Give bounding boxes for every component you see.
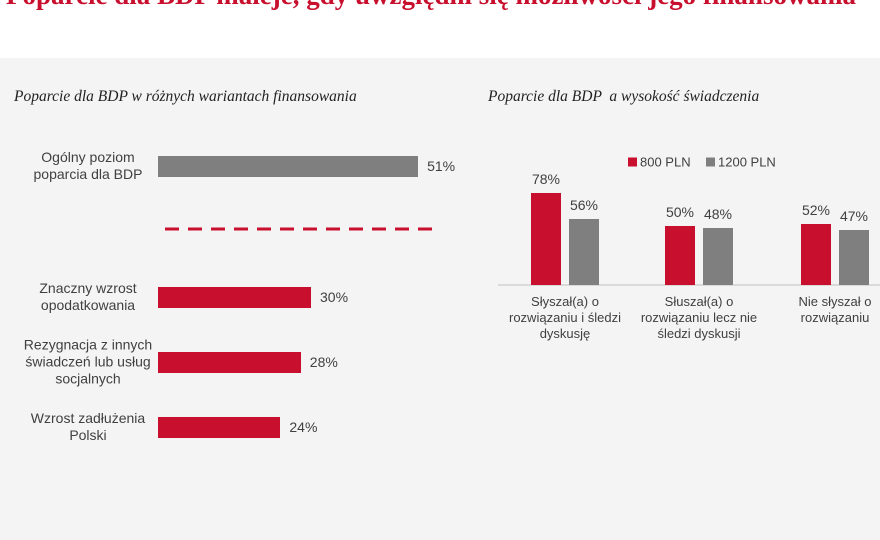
- category-label: Słyszał(a) o rozwiązaniu i śledzi dyskus…: [509, 294, 621, 341]
- value-label: 52%: [801, 201, 831, 218]
- value-label: 51%: [427, 158, 456, 174]
- chart-title: Poparcie dla BDP w różnych wariantach fi…: [14, 88, 357, 105]
- bar: [665, 226, 695, 285]
- legend-swatch: [628, 157, 637, 167]
- value-label: 48%: [703, 206, 733, 223]
- bar: [531, 192, 561, 285]
- value-label: 50%: [665, 204, 695, 220]
- category-label: Ogólny poziom poparcia dla BDP: [33, 149, 143, 182]
- category-label: Rezygnacja z innych świadczeń lub usług …: [23, 336, 153, 387]
- bar: [158, 416, 281, 438]
- bar: [569, 218, 599, 285]
- legend-swatch: [706, 157, 715, 167]
- category-label: Wzrost zadłużenia Polski: [30, 410, 146, 443]
- legend-label: 800 PLN: [640, 154, 691, 170]
- category-label: Znaczny wzrost opodatkowania: [39, 280, 137, 313]
- header-band: [0, 0, 880, 58]
- bar: [839, 229, 869, 285]
- bar: [158, 155, 419, 177]
- category-label: Słuszał(a) o rozwiązaniu lecz nie śledzi…: [640, 294, 758, 341]
- value-label: 24%: [289, 419, 318, 435]
- legend-label: 1200 PLN: [718, 154, 776, 170]
- value-label: 28%: [309, 354, 338, 370]
- bar: [158, 286, 311, 308]
- bar: [703, 228, 733, 285]
- value-label: 30%: [320, 289, 349, 305]
- bar: [158, 351, 301, 373]
- value-label: 56%: [569, 196, 599, 213]
- chart-title: Poparcie dla BDP a wysokość świadczenia: [488, 88, 760, 105]
- slide-title: Poparcie dla BDP maleje, gdy uwzględni s…: [6, 0, 856, 13]
- value-label: 47%: [839, 207, 869, 224]
- bar: [801, 223, 831, 285]
- category-label: Nie słyszał o rozwiązaniu: [798, 294, 872, 325]
- value-label: 78%: [531, 170, 561, 187]
